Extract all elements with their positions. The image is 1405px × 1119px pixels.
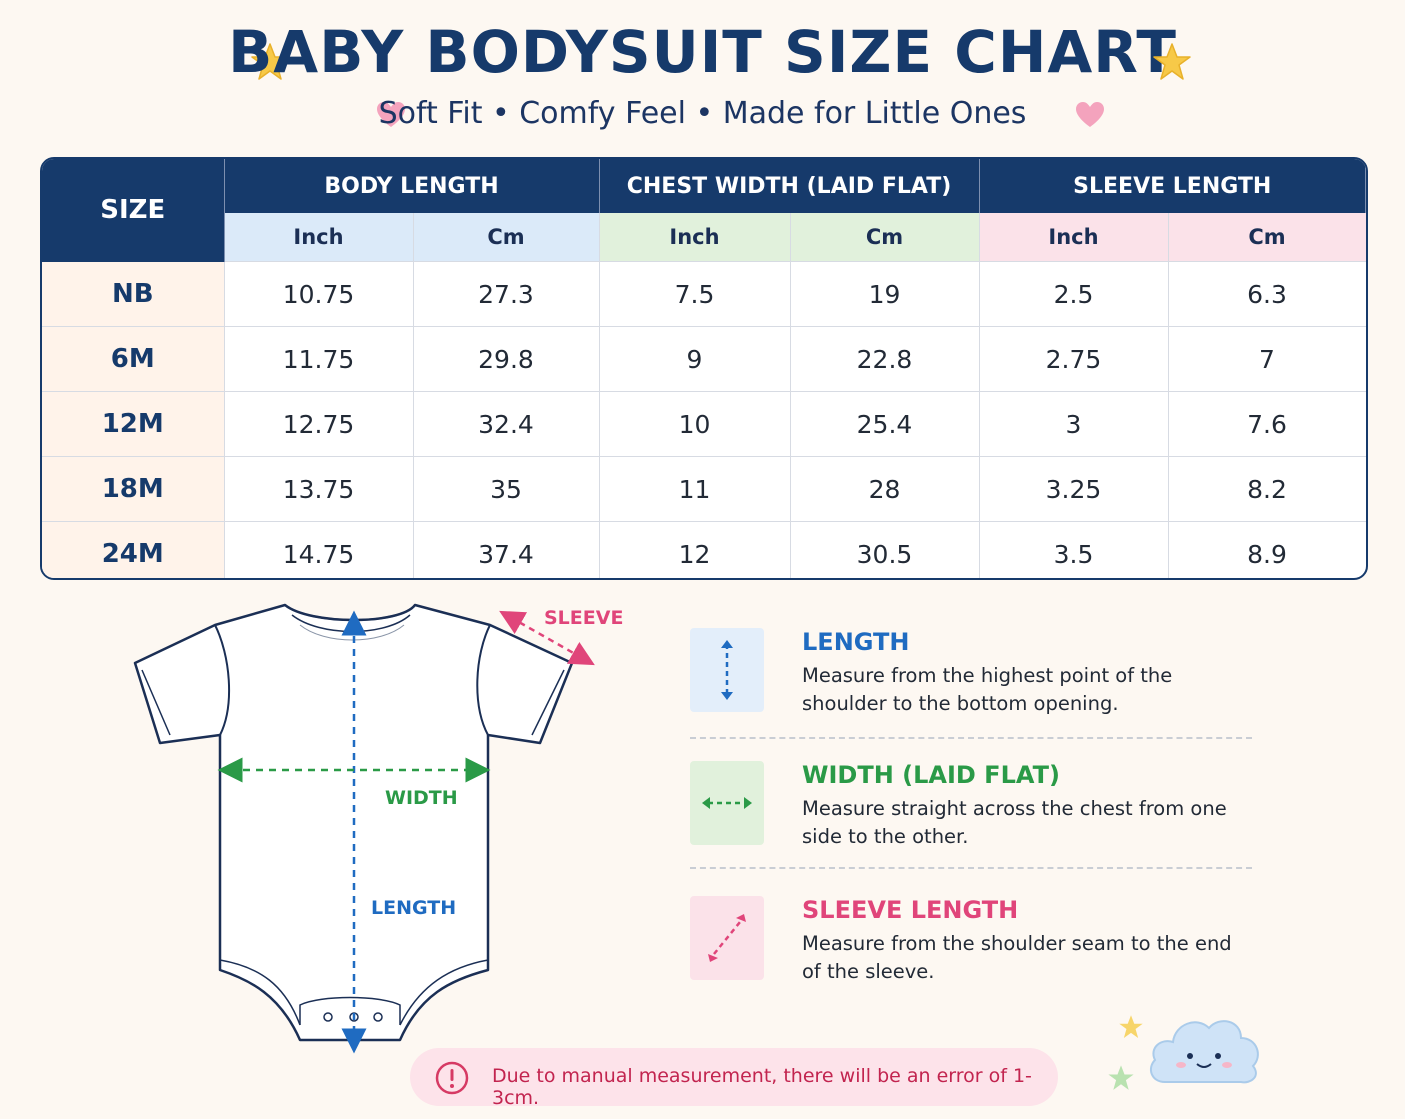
sleeve-label: SLEEVE [544, 607, 623, 629]
guide-text: Measure from the shoulder seam to the en… [802, 932, 1232, 983]
chest-width-header: CHEST WIDTH (LAID FLAT) [599, 159, 980, 213]
table-cell: 3.5 [979, 521, 1169, 578]
table-cell: 29.8 [413, 326, 600, 392]
table-cell: 10.75 [224, 261, 414, 327]
cloud-icon [1149, 1020, 1259, 1084]
heart-icon [377, 102, 405, 127]
table-cell: 22.8 [790, 326, 980, 392]
table-cell: 7 [1168, 326, 1366, 392]
table-row: 18M 13.75 35 11 28 3.25 8.2 [42, 456, 1366, 522]
unit-header: Cm [1168, 213, 1366, 262]
size-cell: 6M [42, 326, 225, 392]
table-cell: 9 [599, 326, 791, 392]
measurement-note: Due to manual measurement, there will be… [410, 1048, 1058, 1109]
horizontal-arrow-icon [690, 761, 764, 845]
table-cell: 37.4 [413, 521, 600, 578]
table-row: NB 10.75 27.3 7.5 19 2.5 6.3 [42, 261, 1366, 327]
length-label: LENGTH [371, 897, 456, 919]
table-cell: 13.75 [224, 456, 414, 522]
table-cell: 2.5 [979, 261, 1169, 327]
table-cell: 19 [790, 261, 980, 327]
table-cell: 6.3 [1168, 261, 1366, 327]
table-cell: 28 [790, 456, 980, 522]
table-cell: 11.75 [224, 326, 414, 392]
size-table: SIZE BODY LENGTH CHEST WIDTH (LAID FLAT)… [40, 157, 1368, 580]
size-cell: 12M [42, 391, 225, 457]
page-title: BABY BODYSUIT SIZE CHART [228, 18, 1177, 86]
table-cell: 8.2 [1168, 456, 1366, 522]
table-cell: 12.75 [224, 391, 414, 457]
table-cell: 32.4 [413, 391, 600, 457]
table-cell: 35 [413, 456, 600, 522]
unit-header: Inch [224, 213, 414, 262]
body-length-header: BODY LENGTH [224, 159, 600, 213]
table-cell: 12 [599, 521, 791, 578]
page-subtitle: Soft Fit • Comfy Feel • Made for Little … [378, 96, 1027, 131]
star-icon [1153, 43, 1191, 80]
table-cell: 3.25 [979, 456, 1169, 522]
guide-title: WIDTH (LAID FLAT) [802, 761, 1060, 789]
divider [690, 737, 1252, 739]
note-text: Due to manual measurement, there will be… [492, 1065, 1032, 1109]
guide-sleeve: SLEEVE LENGTH Measure from the shoulder … [690, 896, 1260, 986]
sleeve-length-header: SLEEVE LENGTH [979, 159, 1366, 213]
star-icon [251, 43, 289, 80]
table-cell: 11 [599, 456, 791, 522]
table-row: 12M 12.75 32.4 10 25.4 3 7.6 [42, 391, 1366, 457]
star-icon [1119, 1015, 1143, 1039]
table-cell: 27.3 [413, 261, 600, 327]
table-cell: 3 [979, 391, 1169, 457]
guide-text: Measure straight across the chest from o… [802, 797, 1227, 848]
table-cell: 25.4 [790, 391, 980, 457]
table-cell: 30.5 [790, 521, 980, 578]
bodysuit-diagram: SLEEVE WIDTH LENGTH [133, 603, 623, 1054]
size-cell: 24M [42, 521, 225, 578]
guide-width: WIDTH (LAID FLAT) Measure straight acros… [690, 761, 1260, 851]
divider [690, 867, 1252, 869]
size-cell: 18M [42, 456, 225, 522]
unit-header: Cm [413, 213, 600, 262]
table-cell: 10 [599, 391, 791, 457]
unit-header: Inch [979, 213, 1169, 262]
guide-text: Measure from the highest point of the sh… [802, 664, 1173, 715]
sleeve-arrow [499, 610, 595, 666]
width-label: WIDTH [385, 787, 458, 809]
warning-icon [435, 1061, 469, 1095]
size-cell: NB [42, 261, 225, 327]
guide-length: LENGTH Measure from the highest point of… [690, 628, 1260, 718]
guide-title: LENGTH [802, 628, 910, 656]
unit-header: Inch [599, 213, 791, 262]
table-cell: 7.5 [599, 261, 791, 327]
guide-title: SLEEVE LENGTH [802, 896, 1019, 924]
table-row: 24M 14.75 37.4 12 30.5 3.5 8.9 [42, 521, 1366, 578]
table-cell: 8.9 [1247, 539, 1287, 569]
table-cell: 2.75 [979, 326, 1169, 392]
star-icon [1108, 1065, 1134, 1090]
unit-header: Cm [790, 213, 980, 262]
table-cell: 14.75 [224, 521, 414, 578]
table-cell: 7.6 [1168, 391, 1366, 457]
diagonal-arrow-icon [690, 896, 764, 980]
size-column-header: SIZE [42, 159, 225, 262]
heart-icon [1076, 102, 1104, 127]
vertical-arrow-icon [690, 628, 764, 712]
table-row: 6M 11.75 29.8 9 22.8 2.75 7 [42, 326, 1366, 392]
